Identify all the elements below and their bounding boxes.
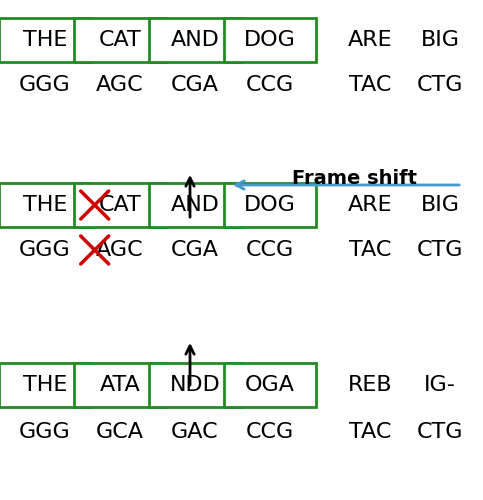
Text: OGA: OGA — [245, 375, 295, 395]
Text: AGC: AGC — [96, 75, 144, 95]
Text: BIG: BIG — [421, 195, 459, 215]
FancyBboxPatch shape — [0, 18, 91, 62]
Text: TAC: TAC — [349, 240, 391, 260]
Text: GGG: GGG — [19, 75, 71, 95]
Text: THE: THE — [23, 30, 67, 50]
Text: ARE: ARE — [348, 195, 392, 215]
FancyBboxPatch shape — [0, 363, 91, 407]
FancyBboxPatch shape — [224, 363, 316, 407]
FancyBboxPatch shape — [224, 183, 316, 227]
Text: CTG: CTG — [417, 422, 463, 442]
Text: AND: AND — [170, 195, 219, 215]
FancyBboxPatch shape — [149, 18, 241, 62]
Text: REB: REB — [348, 375, 392, 395]
Text: ATA: ATA — [99, 375, 141, 395]
Text: THE: THE — [23, 195, 67, 215]
Text: CTG: CTG — [417, 240, 463, 260]
Text: THE: THE — [23, 375, 67, 395]
Text: CTG: CTG — [417, 75, 463, 95]
Text: CAT: CAT — [99, 30, 142, 50]
FancyBboxPatch shape — [149, 363, 241, 407]
Text: CCG: CCG — [246, 422, 294, 442]
Text: Frame shift: Frame shift — [293, 169, 417, 188]
FancyBboxPatch shape — [149, 183, 241, 227]
Text: GGG: GGG — [19, 422, 71, 442]
Text: GGG: GGG — [19, 240, 71, 260]
Text: TAC: TAC — [349, 422, 391, 442]
Text: GAC: GAC — [171, 422, 219, 442]
Text: ARE: ARE — [348, 30, 392, 50]
FancyBboxPatch shape — [224, 18, 316, 62]
Text: DOG: DOG — [244, 30, 296, 50]
Text: CCG: CCG — [246, 240, 294, 260]
FancyBboxPatch shape — [74, 363, 166, 407]
FancyBboxPatch shape — [74, 18, 166, 62]
Text: GCA: GCA — [96, 422, 144, 442]
FancyBboxPatch shape — [74, 183, 166, 227]
Text: CAT: CAT — [99, 195, 142, 215]
Text: DOG: DOG — [244, 195, 296, 215]
Text: CGA: CGA — [171, 75, 219, 95]
Text: CCG: CCG — [246, 75, 294, 95]
FancyBboxPatch shape — [0, 183, 91, 227]
Text: AND: AND — [170, 30, 219, 50]
Text: IG-: IG- — [424, 375, 456, 395]
Text: CGA: CGA — [171, 240, 219, 260]
Text: TAC: TAC — [349, 75, 391, 95]
Text: AGC: AGC — [96, 240, 144, 260]
Text: BIG: BIG — [421, 30, 459, 50]
Text: NDD: NDD — [170, 375, 220, 395]
